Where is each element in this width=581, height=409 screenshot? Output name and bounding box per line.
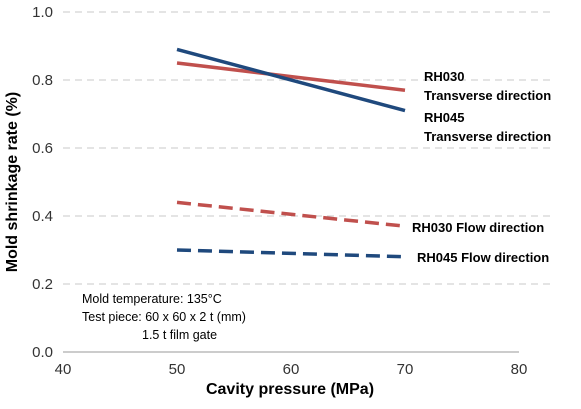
- annotation-line: Test piece: 60 x 60 x 2 t (mm): [82, 310, 246, 324]
- annotation-line: 1.5 t film gate: [142, 328, 217, 342]
- series-label: RH030 Transverse direction: [424, 69, 551, 103]
- x-tick-label: 60: [283, 361, 300, 378]
- x-tick-label: 70: [397, 361, 414, 378]
- series-labels: RH030 Transverse direction RH045 Transverse…: [412, 69, 551, 265]
- x-tick-label: 40: [55, 361, 72, 378]
- series-line: [176, 61, 406, 92]
- series-lines: [176, 47, 406, 259]
- y-tick-labels: 0.0 0.2 0.4 0.6 0.8 1.0: [32, 4, 53, 361]
- annotation-line: Mold temperature: 135°C: [82, 292, 222, 306]
- series-line: [176, 47, 406, 113]
- y-tick-label: 1.0: [32, 4, 53, 21]
- y-axis-title: Mold shrinkage rate (%): [4, 92, 21, 272]
- series-line: [176, 200, 406, 228]
- annotation-note: Mold temperature: 135°C Test piece: 60 x …: [82, 292, 246, 342]
- series-line: [176, 248, 406, 259]
- y-tick-label: 0.6: [32, 140, 53, 157]
- y-tick-label: 0.0: [32, 344, 53, 361]
- series-label: RH045 Flow direction: [417, 250, 549, 265]
- x-axis-title: Cavity pressure (MPa): [206, 381, 374, 398]
- y-tick-label: 0.8: [32, 72, 53, 89]
- x-tick-label: 80: [511, 361, 528, 378]
- y-tick-label: 0.4: [32, 208, 53, 225]
- x-tick-labels: 40 50 60 70 80: [55, 361, 528, 378]
- series-label: RH030 Flow direction: [412, 220, 544, 235]
- y-tick-label: 0.2: [32, 276, 53, 293]
- gridlines: [63, 11, 555, 285]
- series-label: RH045 Transverse direction: [424, 110, 551, 144]
- x-tick-label: 50: [169, 361, 186, 378]
